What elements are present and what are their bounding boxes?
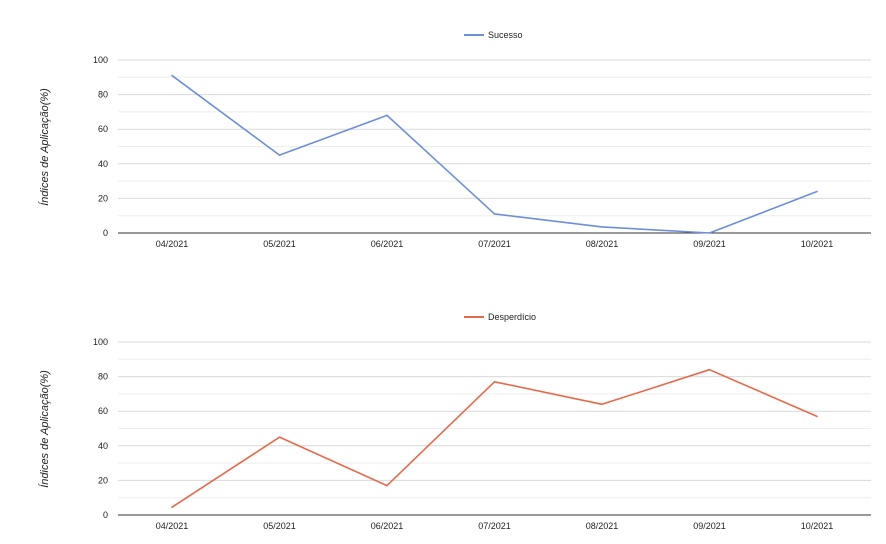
x-tick-label: 10/2021 xyxy=(801,521,834,531)
y-tick-label: 80 xyxy=(98,90,108,100)
series-line-sucesso xyxy=(171,74,818,234)
x-tick-label: 06/2021 xyxy=(371,521,404,531)
x-tick-label: 07/2021 xyxy=(478,239,511,249)
data-point xyxy=(601,403,603,406)
x-tick-label: 05/2021 xyxy=(263,239,296,249)
data-point xyxy=(816,415,818,418)
y-axis-title: Índices de Aplicação(%) xyxy=(38,370,51,488)
data-point xyxy=(171,74,173,77)
x-tick-label: 06/2021 xyxy=(371,239,404,249)
x-tick-label: 04/2021 xyxy=(156,521,189,531)
y-tick-label: 0 xyxy=(103,510,108,520)
y-tick-label: 20 xyxy=(98,193,108,203)
data-point xyxy=(278,436,281,438)
data-point xyxy=(708,368,711,371)
data-point xyxy=(601,226,603,228)
x-tick-label: 07/2021 xyxy=(478,521,511,531)
y-tick-label: 80 xyxy=(98,372,108,382)
data-point xyxy=(386,114,388,117)
data-point xyxy=(386,484,388,487)
x-tick-label: 10/2021 xyxy=(801,239,834,249)
data-point xyxy=(493,380,496,383)
data-point xyxy=(171,506,173,509)
x-tick-label: 08/2021 xyxy=(586,239,619,249)
data-point xyxy=(708,232,711,234)
data-point xyxy=(493,213,496,215)
y-tick-label: 60 xyxy=(98,406,108,416)
series-line-desperdício xyxy=(171,368,818,508)
chart-2: 0 20 40 60 80 100 04/2021 05/2021 06/2021 07/2021… xyxy=(38,312,871,531)
legend-label: Desperdício xyxy=(488,312,536,322)
data-point xyxy=(816,190,818,193)
y-tick-label: 20 xyxy=(98,475,108,485)
x-tick-label: 09/2021 xyxy=(693,521,726,531)
y-tick-label: 60 xyxy=(98,124,108,134)
y-tick-label: 100 xyxy=(93,337,108,347)
y-tick-label: 40 xyxy=(98,159,108,169)
x-tick-label: 08/2021 xyxy=(586,521,619,531)
y-axis-title: Índices de Aplicação(%) xyxy=(38,88,51,206)
x-tick-label: 04/2021 xyxy=(156,239,189,249)
y-tick-label: 0 xyxy=(103,228,108,238)
chart-1: 0 20 40 60 80 100 04/2021 05/2021 06/2021 07/2021… xyxy=(38,30,871,249)
x-tick-label: 09/2021 xyxy=(693,239,726,249)
legend-label: Sucesso xyxy=(488,30,523,40)
data-point xyxy=(278,154,281,156)
y-tick-label: 100 xyxy=(93,55,108,65)
x-tick-label: 05/2021 xyxy=(263,521,296,531)
y-tick-label: 40 xyxy=(98,441,108,451)
